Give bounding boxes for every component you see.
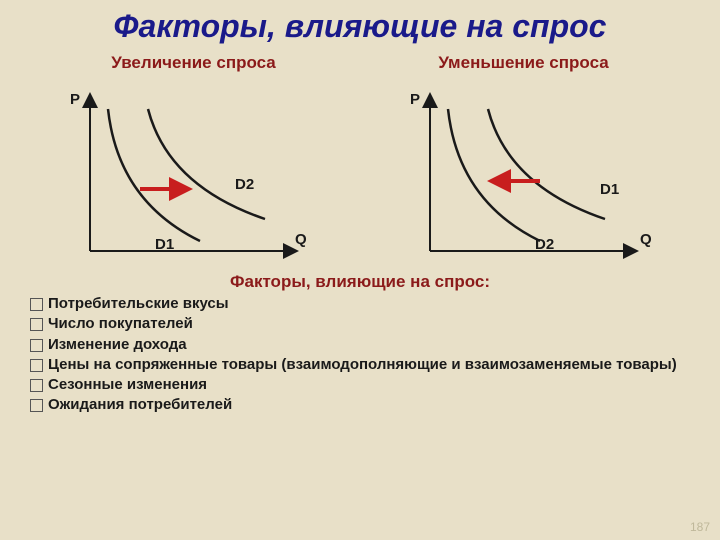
chart-increase: P Q D1 D2 [40, 81, 340, 266]
axis-q-label-right: Q [640, 231, 652, 248]
curve-d1-label-left: D1 [155, 236, 174, 253]
factors-title: Факторы, влияющие на спрос: [0, 272, 720, 292]
axis-p-label-right: P [410, 91, 420, 108]
left-subtitle: Увеличение спроса [111, 53, 275, 73]
axis-q-label-left: Q [295, 231, 307, 248]
list-item: Ожидания потребителей [30, 395, 700, 415]
axis-p-label-left: P [70, 91, 80, 108]
chart-decrease-svg [380, 81, 680, 266]
right-subtitle: Уменьшение спроса [438, 53, 608, 73]
main-title: Факторы, влияющие на спрос [0, 0, 720, 49]
list-item: Цены на сопряженные товары (взаимодополн… [30, 355, 700, 375]
curve-d2-label-left: D2 [235, 176, 254, 193]
factors-list: Потребительские вкусы Число покупателей … [0, 292, 720, 416]
curve-d2-label-right: D2 [535, 236, 554, 253]
subtitles-row: Увеличение спроса Уменьшение спроса [0, 49, 720, 73]
list-item: Изменение дохода [30, 335, 700, 355]
chart-decrease: P Q D1 D2 [380, 81, 680, 266]
charts-row: P Q D1 D2 P Q [0, 73, 720, 266]
list-item: Сезонные изменения [30, 375, 700, 395]
list-item: Число покупателей [30, 314, 700, 334]
list-item: Потребительские вкусы [30, 294, 700, 314]
curve-d1-label-right: D1 [600, 181, 619, 198]
page-number: 187 [690, 520, 710, 534]
